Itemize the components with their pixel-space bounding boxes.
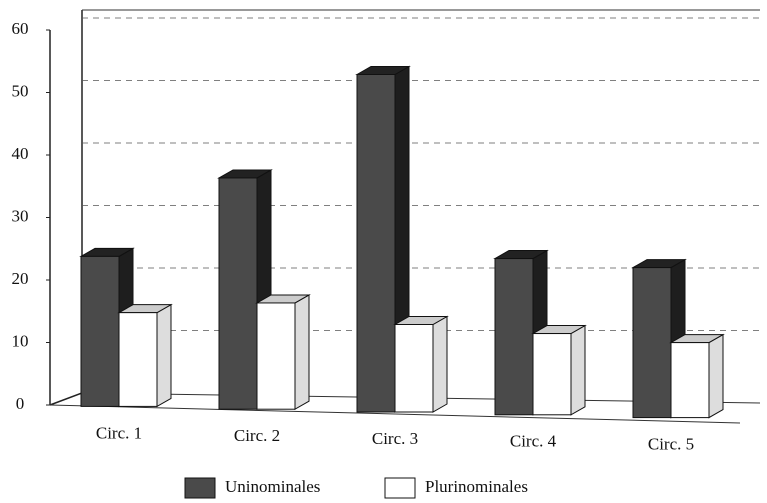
bar-front [256,302,296,410]
bar-front [218,177,258,410]
x-tick-label: Circ. 1 [96,423,142,442]
bar-front [670,342,710,419]
x-tick-label: Circ. 2 [234,426,280,445]
y-tick-label: 40 [12,144,29,163]
bar-front [532,333,572,416]
bar [117,303,173,408]
bar [255,294,311,411]
x-tick-label: Circ. 3 [372,429,418,448]
bar [669,333,725,419]
bar-front [494,258,534,416]
legend-swatch [384,477,416,499]
y-tick-label: 60 [12,19,29,38]
floor-front [49,404,741,424]
x-tick-label: Circ. 5 [648,435,694,454]
y-tick-label: 10 [12,331,29,350]
bar [531,324,587,416]
x-tick-label: Circ. 4 [510,432,557,451]
bar-side [708,333,724,419]
bar [393,315,449,413]
bar-side [570,324,586,416]
y-tick-label: 30 [12,206,29,225]
bar-side [294,294,310,411]
bar-side [156,303,172,408]
bar-front [356,74,396,413]
y-tick-label: 50 [12,81,29,100]
y-tick-label: 20 [12,269,29,288]
bar-front [394,324,434,413]
legend-label: Uninominales [225,477,320,496]
back-wall-axis [49,10,83,406]
bar-front [118,312,158,407]
bar-front [632,267,672,419]
legend-swatch [184,477,216,499]
y-tick-label: 0 [16,394,25,413]
legend-label: Plurinominales [425,477,528,496]
bar-side [432,315,448,413]
bar-front [80,255,120,407]
